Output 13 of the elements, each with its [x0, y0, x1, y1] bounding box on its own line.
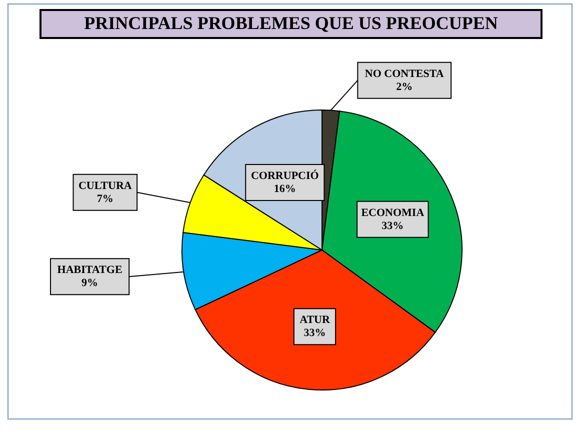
data-label: 9% — [82, 277, 98, 290]
data-label: 16% — [274, 183, 296, 196]
slice-label: HABITATGE — [57, 264, 122, 276]
data-label: 33% — [382, 220, 404, 232]
slice-label: CULTURA — [78, 180, 132, 192]
data-label: 33% — [304, 327, 326, 340]
data-label: 7% — [96, 192, 114, 205]
slice-label: ATUR — [300, 314, 331, 326]
slice-label: ECONOMIA — [361, 206, 424, 219]
chart-title: PRINCIPALS PROBLEMES QUE US PREOCUPEN — [84, 13, 498, 33]
data-label: 2% — [396, 80, 413, 93]
slice-label: NO CONTESTA — [364, 68, 444, 80]
slice-label: CORRUPCIÓ — [250, 169, 320, 182]
